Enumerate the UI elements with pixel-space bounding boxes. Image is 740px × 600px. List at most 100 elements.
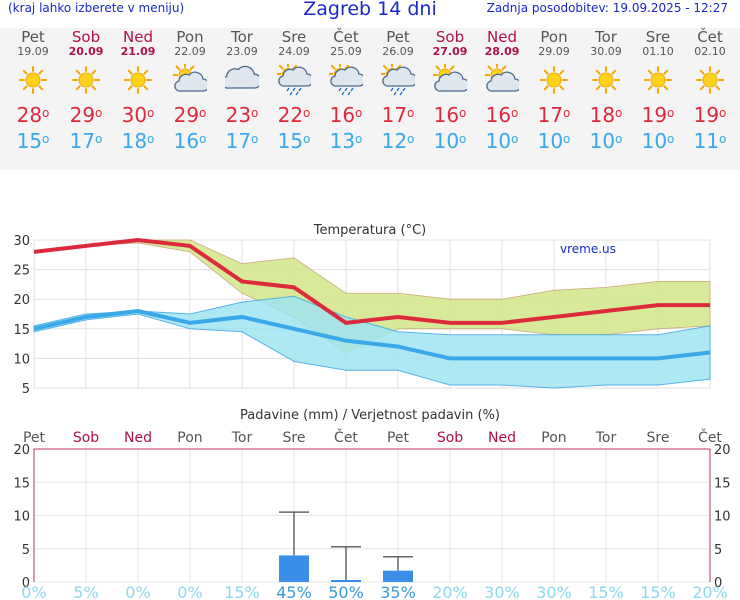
degree-mark: o xyxy=(42,106,50,120)
precip-probability-label: 20% xyxy=(432,583,468,600)
day-name: Sre xyxy=(645,28,671,46)
forecast-day: Sob 20.09 29o 17o xyxy=(60,28,112,154)
temp-max-value: 29 xyxy=(69,103,96,127)
degree-mark: o xyxy=(199,132,207,146)
day-date: 22.09 xyxy=(174,45,206,58)
temp-max: 18o xyxy=(580,102,632,128)
temp-max: 17o xyxy=(372,102,424,128)
degree-mark: o xyxy=(251,132,259,146)
day-name: Pon xyxy=(176,28,204,46)
precip-bar xyxy=(331,580,361,582)
day-name: Sob xyxy=(71,28,101,46)
precip-ytick-right: 20 xyxy=(714,443,731,458)
temp-min-value: 10 xyxy=(641,129,668,153)
forecast-day: Sre 24.09 22o 15o xyxy=(268,28,320,154)
temp-min-value: 10 xyxy=(537,129,564,153)
precip-ytick-right: 0 xyxy=(714,576,722,591)
day-date: 23.09 xyxy=(226,45,258,58)
day-name: Tor xyxy=(595,28,617,46)
last-updated: Zadnja posodobitev: 19.09.2025 - 12:27 xyxy=(486,1,728,15)
sun-icon xyxy=(124,66,152,94)
precip-ytick-left: 20 xyxy=(13,443,30,458)
precip-xtick: Pon xyxy=(541,430,566,446)
day-date: 19.09 xyxy=(17,45,49,58)
temperature-ytick: 15 xyxy=(13,323,30,338)
degree-mark: o xyxy=(95,106,103,120)
day-name: Sre xyxy=(281,28,307,46)
degree-mark: o xyxy=(303,106,311,120)
temp-min: 13o xyxy=(320,128,372,154)
top-bar: (kraj lahko izberete v meniju) Zagreb 14… xyxy=(0,0,740,20)
forecast-day: Pet 26.09 17o 12o xyxy=(372,28,424,154)
temp-min-value: 13 xyxy=(329,129,356,153)
temp-min: 10o xyxy=(632,128,684,154)
degree-mark: o xyxy=(719,106,727,120)
day-name: Tor xyxy=(231,28,253,46)
degree-mark: o xyxy=(511,132,519,146)
degree-mark: o xyxy=(147,106,155,120)
temp-min: 15o xyxy=(7,128,59,154)
temp-min: 11o xyxy=(684,128,736,154)
temp-min: 10o xyxy=(424,128,476,154)
day-name: Ned xyxy=(487,28,517,46)
forecast-day: Pon 22.09 29o 16o xyxy=(164,28,216,154)
temp-max-value: 19 xyxy=(641,103,668,127)
degree-mark: o xyxy=(615,106,623,120)
day-name: Ned xyxy=(123,28,153,46)
precip-ytick-right: 15 xyxy=(714,476,731,491)
temp-max-value: 22 xyxy=(277,103,304,127)
sun-cloud-icon xyxy=(485,64,519,92)
temp-max: 28o xyxy=(7,102,59,128)
day-name: Pon xyxy=(540,28,568,46)
temp-max: 16o xyxy=(320,102,372,128)
sun-icon xyxy=(72,66,100,94)
precip-ytick-left: 0 xyxy=(22,576,30,591)
watermark-text: vreme.us xyxy=(560,242,616,256)
degree-mark: o xyxy=(147,132,155,146)
forecast-day: Tor 30.09 18o 10o xyxy=(580,28,632,154)
degree-mark: o xyxy=(407,106,415,120)
precip-probability-label: 15% xyxy=(224,583,260,600)
temperature-ytick: 5 xyxy=(22,382,30,397)
precip-xtick: Ned xyxy=(124,430,152,446)
temp-min: 16o xyxy=(164,128,216,154)
degree-mark: o xyxy=(615,132,623,146)
degree-mark: o xyxy=(95,132,103,146)
forecast-day: Sre 01.10 19o 10o xyxy=(632,28,684,154)
temp-min-value: 10 xyxy=(485,129,512,153)
day-name: Pet xyxy=(21,28,45,46)
day-name: Pet xyxy=(386,28,410,46)
max-temp-line xyxy=(33,237,710,325)
sun-icon xyxy=(540,66,568,94)
menu-hint: (kraj lahko izberete v meniju) xyxy=(8,1,185,15)
day-date: 02.10 xyxy=(694,45,726,58)
precip-xtick: Pet xyxy=(387,430,410,446)
degree-mark: o xyxy=(199,106,207,120)
degree-mark: o xyxy=(355,106,363,120)
day-date: 27.09 xyxy=(432,45,468,58)
sun-cloud-rain-icon xyxy=(277,64,311,96)
day-date: 28.09 xyxy=(484,45,520,58)
temp-max: 16o xyxy=(476,102,528,128)
sun-icon xyxy=(696,66,724,94)
temp-min: 17o xyxy=(216,128,268,154)
temp-max-value: 16 xyxy=(485,103,512,127)
precip-xtick: Tor xyxy=(231,430,253,446)
precip-ytick-left: 15 xyxy=(13,476,30,491)
precip-xtick: Sob xyxy=(73,430,99,446)
temp-min: 12o xyxy=(372,128,424,154)
temp-max-value: 17 xyxy=(381,103,408,127)
daily-forecast-strip: Pet 19.09 28o 15o Sob 20.09 29o 17o Ned 21.09 30o 1… xyxy=(0,28,740,170)
degree-mark: o xyxy=(563,132,571,146)
day-date: 24.09 xyxy=(278,45,310,58)
day-date: 29.09 xyxy=(538,45,570,58)
day-date: 01.10 xyxy=(642,45,674,58)
degree-mark: o xyxy=(459,132,467,146)
forecast-day: Sob 27.09 16o 10o xyxy=(424,28,476,154)
precip-probability-label: 15% xyxy=(588,583,624,600)
precip-probability-label: 20% xyxy=(692,583,728,600)
day-date: 30.09 xyxy=(590,45,622,58)
temp-max-value: 30 xyxy=(121,103,148,127)
temp-min-value: 16 xyxy=(173,129,200,153)
temp-min-value: 17 xyxy=(225,129,252,153)
